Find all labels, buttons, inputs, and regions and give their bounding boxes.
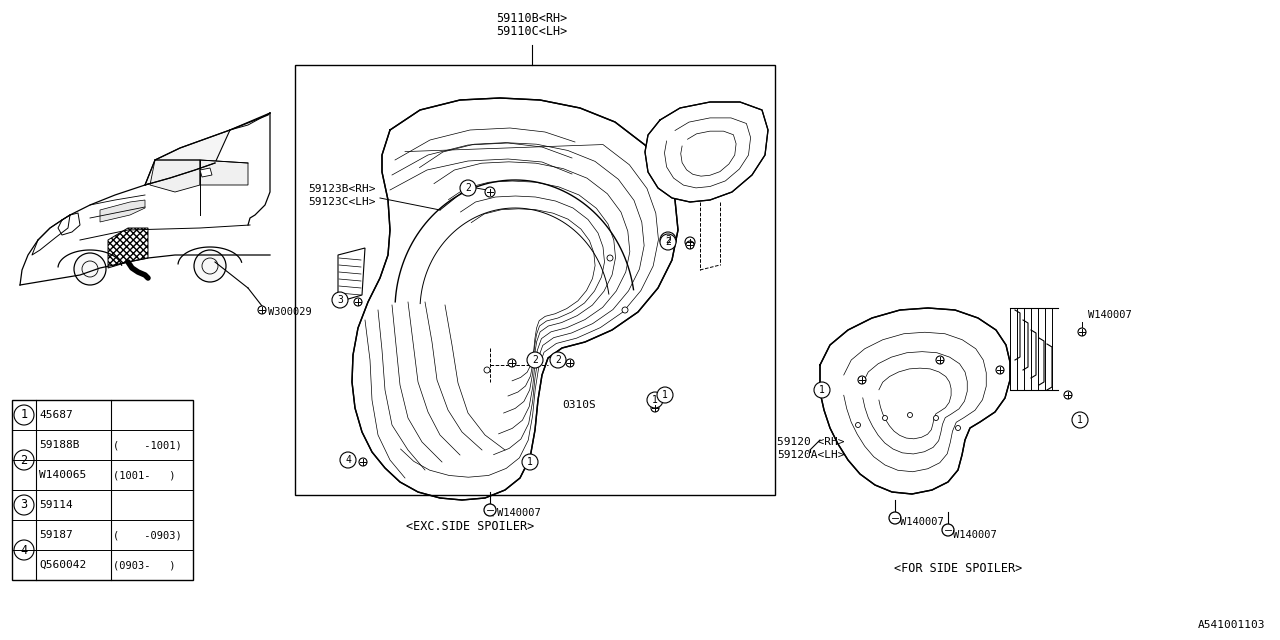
Polygon shape <box>645 102 768 202</box>
Bar <box>294 65 774 495</box>
Text: (0903-   ): (0903- ) <box>113 560 175 570</box>
Circle shape <box>566 359 573 367</box>
Text: 59123B<RH>: 59123B<RH> <box>308 184 375 194</box>
Text: 3: 3 <box>20 499 28 511</box>
Circle shape <box>259 306 266 314</box>
Text: 4: 4 <box>20 543 28 557</box>
Circle shape <box>484 367 490 373</box>
Text: 1: 1 <box>819 385 824 395</box>
Circle shape <box>996 366 1004 374</box>
Text: 1: 1 <box>1076 415 1083 425</box>
Circle shape <box>340 452 356 468</box>
Text: 0310S: 0310S <box>562 400 595 410</box>
Circle shape <box>652 404 659 412</box>
Circle shape <box>646 392 663 408</box>
Circle shape <box>14 450 35 470</box>
Circle shape <box>484 504 497 516</box>
Text: 1: 1 <box>20 408 28 422</box>
Text: W140065: W140065 <box>38 470 86 480</box>
Text: W140007: W140007 <box>900 517 943 527</box>
Text: A541001103: A541001103 <box>1198 620 1265 630</box>
Circle shape <box>657 387 673 403</box>
Circle shape <box>936 356 945 364</box>
Text: 2: 2 <box>666 235 671 245</box>
Circle shape <box>955 426 960 431</box>
Circle shape <box>890 512 901 524</box>
Text: <FOR SIDE SPOILER>: <FOR SIDE SPOILER> <box>893 562 1023 575</box>
Circle shape <box>942 524 954 536</box>
Text: <EXC.SIDE SPOILER>: <EXC.SIDE SPOILER> <box>406 520 534 533</box>
Circle shape <box>485 187 495 197</box>
Circle shape <box>1078 328 1085 336</box>
Text: (    -1001): ( -1001) <box>113 440 182 450</box>
Circle shape <box>527 352 543 368</box>
Circle shape <box>74 253 106 285</box>
Text: W140007: W140007 <box>954 530 997 540</box>
Text: (1001-   ): (1001- ) <box>113 470 175 480</box>
Circle shape <box>460 180 476 196</box>
Text: 1: 1 <box>527 457 532 467</box>
Text: 45687: 45687 <box>38 410 73 420</box>
Circle shape <box>814 382 829 398</box>
Circle shape <box>908 413 913 417</box>
Text: W300029: W300029 <box>268 307 312 317</box>
Text: 2: 2 <box>465 183 471 193</box>
Text: 59110C<LH>: 59110C<LH> <box>497 25 567 38</box>
Circle shape <box>332 292 348 308</box>
Circle shape <box>685 237 695 247</box>
Circle shape <box>855 422 860 428</box>
Text: 1: 1 <box>662 390 668 400</box>
Text: W140007: W140007 <box>1088 310 1132 320</box>
Bar <box>12 400 193 580</box>
Circle shape <box>522 454 538 470</box>
Circle shape <box>933 415 938 420</box>
Text: 59187: 59187 <box>38 530 73 540</box>
Polygon shape <box>108 228 148 268</box>
Circle shape <box>14 495 35 515</box>
Text: 59120A<LH>: 59120A<LH> <box>777 450 845 460</box>
Polygon shape <box>352 98 678 500</box>
Circle shape <box>660 234 676 250</box>
Circle shape <box>508 359 516 367</box>
Circle shape <box>355 298 362 306</box>
Text: 59188B: 59188B <box>38 440 79 450</box>
Text: 59110B<RH>: 59110B<RH> <box>497 12 567 25</box>
Polygon shape <box>100 200 145 222</box>
Circle shape <box>14 540 35 560</box>
Text: 1: 1 <box>652 395 658 405</box>
Text: (    -0903): ( -0903) <box>113 530 182 540</box>
Polygon shape <box>820 308 1010 494</box>
Text: 59114: 59114 <box>38 500 73 510</box>
Text: 4: 4 <box>346 455 351 465</box>
Circle shape <box>660 232 676 248</box>
Polygon shape <box>145 130 230 185</box>
Text: 2: 2 <box>20 454 28 467</box>
Circle shape <box>882 415 887 420</box>
Text: 3: 3 <box>337 295 343 305</box>
Circle shape <box>686 241 694 249</box>
Polygon shape <box>200 160 248 185</box>
Circle shape <box>14 405 35 425</box>
Circle shape <box>550 352 566 368</box>
Text: 59120 <RH>: 59120 <RH> <box>777 437 845 447</box>
Polygon shape <box>150 160 200 192</box>
Text: Q560042: Q560042 <box>38 560 86 570</box>
Circle shape <box>622 307 628 313</box>
Circle shape <box>1073 412 1088 428</box>
Text: W140007: W140007 <box>497 508 540 518</box>
Text: 59123C<LH>: 59123C<LH> <box>308 197 375 207</box>
Circle shape <box>607 255 613 261</box>
Polygon shape <box>338 248 365 302</box>
Polygon shape <box>200 168 212 177</box>
Text: 2: 2 <box>532 355 538 365</box>
Text: 2: 2 <box>666 237 671 247</box>
Circle shape <box>1064 391 1073 399</box>
Circle shape <box>358 458 367 466</box>
Circle shape <box>858 376 867 384</box>
Text: 2: 2 <box>556 355 561 365</box>
Circle shape <box>195 250 227 282</box>
